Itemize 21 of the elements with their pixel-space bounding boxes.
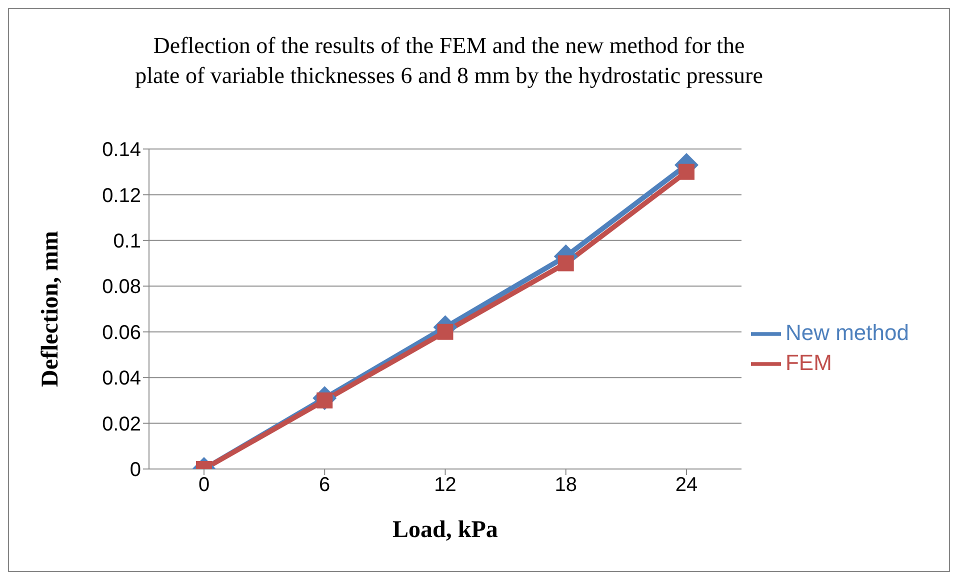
y-tick-label: 0.06 — [102, 322, 141, 344]
x-tick-label: 12 — [434, 474, 456, 496]
x-tick-label: 18 — [554, 474, 577, 496]
point — [558, 255, 574, 272]
legend-label: New method — [785, 320, 909, 345]
x-tick-label: 24 — [675, 474, 698, 496]
legend-label: FEM — [785, 350, 832, 375]
y-tick-label: 0.12 — [102, 184, 141, 207]
y-axis-title: Deflection, mm — [38, 231, 64, 387]
y-tick-label: 0.08 — [102, 276, 141, 298]
point — [437, 324, 454, 340]
x-tick-label: 6 — [319, 474, 330, 496]
chart-title: Deflection of the results of the FEM and the new method for the plate of variable thicknesses 6 and 8 mm by the hydrostatic pressure — [134, 32, 764, 90]
x-axis-title: Load, kPa — [392, 517, 498, 543]
y-tick-label: 0.14 — [102, 139, 141, 162]
point — [678, 164, 694, 180]
y-tick-label: 0.02 — [102, 413, 141, 436]
y-tick-label: 0 — [130, 459, 141, 482]
y-tick-label: 0.04 — [102, 368, 141, 390]
x-tick-label: 0 — [198, 474, 210, 496]
y-tick-label: 0.1 — [113, 230, 141, 253]
